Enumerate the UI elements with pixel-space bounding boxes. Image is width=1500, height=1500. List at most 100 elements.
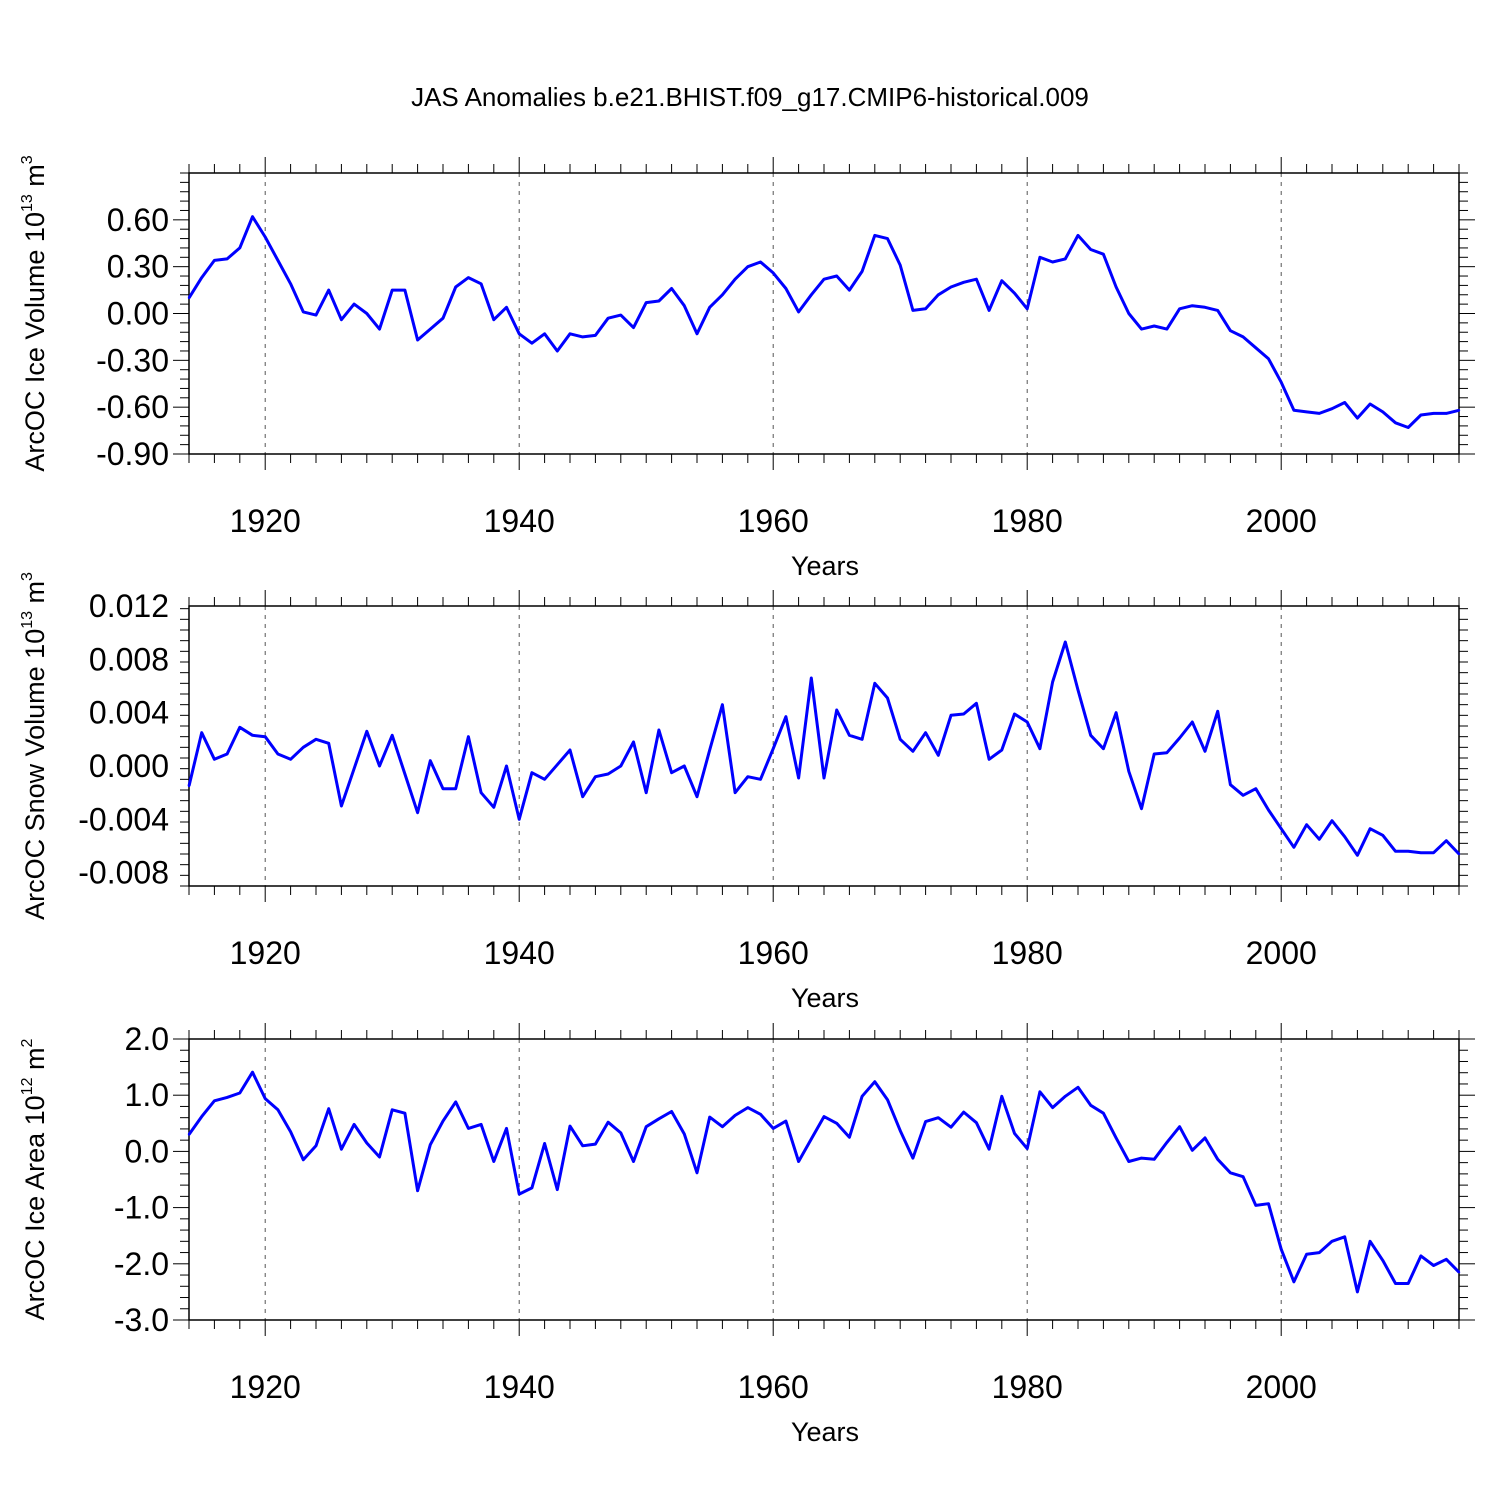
data-point <box>975 702 978 705</box>
data-point <box>645 1125 648 1128</box>
data-point <box>505 1127 508 1130</box>
data-point <box>1457 852 1461 856</box>
data-point <box>708 306 711 309</box>
data-point <box>822 776 826 780</box>
data-point <box>1368 1240 1372 1243</box>
data-point <box>1127 1160 1131 1163</box>
data-point <box>1292 846 1296 849</box>
data-point <box>810 293 813 296</box>
data-point <box>657 1117 661 1121</box>
data-point <box>1051 1106 1054 1109</box>
data-point <box>1216 710 1219 713</box>
data-point <box>441 317 445 320</box>
y-tick-label: 0.30 <box>107 249 169 285</box>
data-point <box>1356 416 1359 420</box>
data-point <box>1076 234 1080 237</box>
data-point <box>848 1136 851 1139</box>
data-point <box>873 1080 876 1083</box>
x-tick-label: 2000 <box>1246 503 1317 539</box>
data-point <box>962 281 965 284</box>
data-point <box>289 758 292 761</box>
data-point <box>1038 256 1042 259</box>
data-point <box>1000 279 1003 282</box>
data-point <box>1267 1202 1270 1205</box>
data-point <box>1305 410 1308 414</box>
data-point <box>1330 1240 1334 1243</box>
data-point <box>340 1148 343 1151</box>
data-point <box>924 307 927 310</box>
data-point <box>276 1108 280 1112</box>
data-point <box>1254 787 1258 790</box>
data-point <box>848 734 851 737</box>
data-point <box>276 259 280 262</box>
data-point <box>962 1110 965 1114</box>
x-tick-label: 2000 <box>1246 1369 1317 1405</box>
data-point <box>454 787 457 790</box>
x-tick-label: 1960 <box>738 935 809 971</box>
y-tick-label: 0.60 <box>107 202 169 238</box>
data-point <box>632 1160 635 1163</box>
y-axis-label-unit: m <box>20 164 50 194</box>
data-point <box>797 310 800 314</box>
data-point <box>556 1188 559 1191</box>
data-point <box>1241 335 1245 339</box>
data-point <box>200 1115 203 1118</box>
data-point <box>1114 285 1118 289</box>
data-point <box>1013 712 1016 716</box>
data-point <box>200 276 203 279</box>
data-point <box>962 712 965 716</box>
data-point <box>975 278 978 281</box>
data-point <box>594 775 597 778</box>
data-point <box>441 787 445 790</box>
data-point <box>340 804 343 808</box>
data-point <box>289 282 292 285</box>
data-point <box>1419 851 1423 854</box>
data-point <box>733 278 737 281</box>
data-point <box>1026 720 1029 724</box>
data-point <box>1381 834 1385 837</box>
data-point <box>441 1119 445 1123</box>
plot-frame <box>188 1038 1460 1321</box>
data-point <box>911 1156 915 1160</box>
series-line <box>187 1070 1461 1294</box>
data-point <box>949 1126 953 1129</box>
data-point <box>1280 827 1283 830</box>
data-point <box>505 306 508 309</box>
data-point <box>479 1123 483 1126</box>
x-axis-label: Years <box>791 551 859 581</box>
data-point <box>822 1115 826 1118</box>
data-point <box>1241 1175 1245 1178</box>
series-line <box>187 215 1460 429</box>
data-point <box>860 270 864 273</box>
x-tick-label: 2000 <box>1246 935 1317 971</box>
data-point <box>632 740 635 744</box>
data-point <box>1064 1095 1067 1098</box>
data-point <box>848 288 851 292</box>
y-axis-label-exponent: 13 <box>19 194 36 212</box>
data-point <box>721 293 724 296</box>
data-point <box>403 772 407 776</box>
data-point <box>835 274 838 278</box>
data-point <box>1000 1095 1003 1098</box>
data-point <box>365 730 368 733</box>
data-point <box>987 758 991 761</box>
data-point <box>1394 1282 1397 1285</box>
data-point <box>619 1131 622 1135</box>
data-point <box>899 1129 902 1132</box>
data-point <box>987 1148 991 1151</box>
data-point <box>1280 1248 1283 1251</box>
data-point <box>810 676 813 680</box>
data-point <box>1064 640 1067 644</box>
data-point <box>606 1121 610 1124</box>
data-point <box>264 735 267 738</box>
y-tick-label: 0.004 <box>89 695 169 731</box>
data-point <box>899 263 902 267</box>
data-point <box>1140 807 1143 810</box>
panel-ice-volume: 0.60 0.30 0.00 -0.30 -0.60 -0.90 1920 1940 1960 1… <box>19 155 1475 581</box>
data-point <box>479 282 483 285</box>
data-point <box>467 276 470 279</box>
chart-title: JAS Anomalies b.e21.BHIST.f09_g17.CMIP6-… <box>411 82 1089 112</box>
data-point <box>1178 307 1181 310</box>
data-point <box>556 349 559 353</box>
data-point <box>238 1091 241 1095</box>
